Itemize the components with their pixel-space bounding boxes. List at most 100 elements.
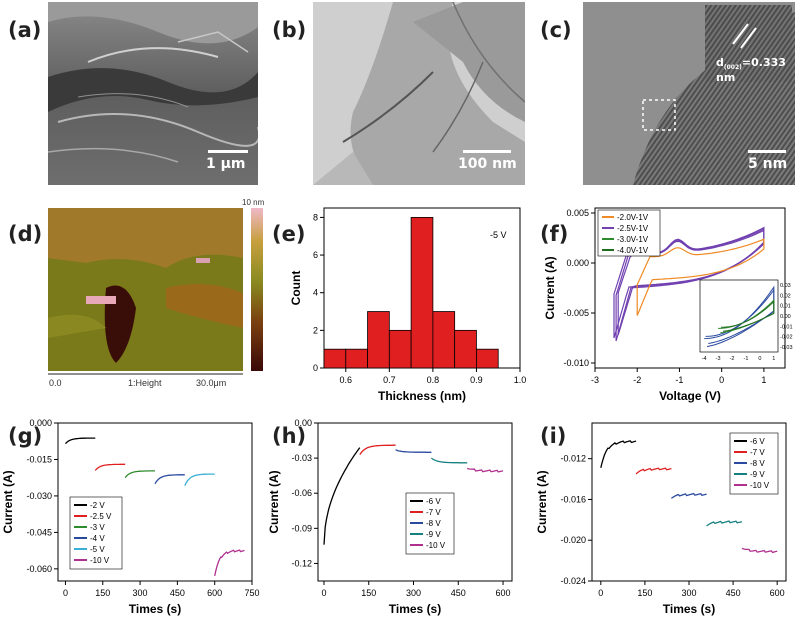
y-tick-label: -0.09 [291,523,312,533]
legend-label: -4 V [90,534,105,543]
y-tick-label: -0.016 [560,494,586,504]
inset-y-tick-label: -0.01 [780,324,793,330]
series-line-9v [431,457,468,464]
afm-image [48,208,263,375]
x-tick-label: 300 [406,588,421,598]
panel-label-h: (h) [272,424,307,448]
histogram-bar [323,348,347,369]
afm-axis-mid: 1:Height [128,378,162,388]
histogram-bar [410,217,434,369]
scale-bar-label-c: 5 nm [748,156,788,172]
histogram-bar [432,311,456,369]
scale-bar-line-a [208,150,248,153]
inset-x-tick-label: -1 [744,356,749,362]
y-tick-label: -0.030 [26,491,52,501]
y-axis-label: Current (A) [268,470,281,533]
plot-frame [57,422,253,582]
legend-label: -2.5V-1V [617,224,649,233]
afm-panel: 10 nm 0.0 1:Height 30.0μm [46,198,268,398]
y-tick-label: 0.000 [29,418,52,428]
series-line-8v [670,492,707,499]
afm-axis-right: 30.0μm [196,378,227,388]
y-tick-label: 0 [313,363,318,373]
series-line-8v [395,449,432,453]
inset-y-tick-label: 0.00 [780,314,791,320]
cv-curve-2.0v [636,238,765,316]
legend-label: -3.0V-1V [617,235,649,244]
histogram-bar [476,348,499,369]
legend-label: -10 V [426,541,446,550]
x-tick-label: 0 [321,588,326,598]
x-tick-label: 0.8 [427,375,440,385]
series-line-7v [635,467,672,475]
panel-label-i: (i) [540,424,567,448]
y-axis-label: Current (A) [536,470,549,533]
scale-bar-line-b [463,150,511,153]
y-tick-label: -0.03 [291,453,312,463]
x-tick-label: 0.7 [383,375,396,385]
afm-colorbar [251,208,263,371]
y-axis-label: Current (A) [543,256,557,319]
inset-y-tick-label: 0.02 [780,293,791,299]
series-line-10v [741,547,778,554]
panel-label-e: (e) [272,222,306,246]
y-tick-label: -0.024 [560,576,586,586]
series-line-9v [706,520,743,527]
y-tick-label: -0.012 [560,454,586,464]
x-axis-label: Thickness (nm) [378,389,466,403]
x-tick-label: 0 [63,588,68,598]
legend-label: -4.0V-1V [617,246,649,255]
chart-current-time-h: 0 150 300 450 600 0.00 -0.03 -0.06 -0.09 -0.12 Tim… [268,418,513,616]
y-tick-label: -0.06 [291,488,312,498]
panel-label-a: (a) [8,18,42,42]
tem-image: 100 nm [313,2,525,185]
inset-y-tick-label: -0.03 [780,345,793,351]
inset-y-tick-label: -0.02 [780,335,793,341]
inset-frame [699,279,779,353]
legend-label: -2 V [90,501,105,510]
inset-x-tick-label: 1 [772,356,775,362]
legend-label: -8 V [426,519,441,528]
legend-label: -7 V [750,448,765,457]
x-tick-label: -3 [591,375,599,385]
plot-frame [317,422,513,582]
hrtem-image: d(002)=0.333 nm 5 nm [583,2,795,185]
sem-image: 1 μm [48,2,258,185]
inset-x-tick-label: -2 [730,356,735,362]
inset-y-tick-label: 0.01 [780,304,791,310]
inset-x-tick-label: -4 [702,356,707,362]
x-tick-label: 150 [361,588,376,598]
legend-label: -5 V [90,545,105,554]
sem-texture [48,2,258,185]
series-line-6v [600,440,637,468]
x-tick-label: 600 [496,588,511,598]
inset-y-tick-label: 0.03 [780,283,791,289]
y-tick-label: 8 [313,212,318,222]
x-tick-label: 0.9 [470,375,483,385]
annotation-bias: -5 V [490,230,507,240]
chart-thickness-histogram: 0.6 0.7 0.8 0.9 1.0 0 2 4 6 8 Thickness (nm) Count -… [289,207,526,403]
series-line-7v [359,444,396,455]
x-tick-label: 450 [451,588,466,598]
y-tick-label: -0.005 [563,308,589,318]
legend-label: -2.0V-1V [617,213,649,222]
scale-bar-line-c [748,150,786,153]
x-tick-label: -1 [675,375,683,385]
y-tick-label: -0.12 [291,558,312,568]
x-axis-label: Times (s) [129,602,181,616]
lattice-spacing-label: d(002)=0.333 nm [716,56,786,85]
y-tick-label: 6 [313,250,318,260]
y-axis-label: Current (A) [1,470,15,533]
y-tick-label: -0.060 [26,564,52,574]
y-tick-label: -0.015 [26,454,52,464]
inset-x-tick-label: 0 [758,356,761,362]
plot-frame [594,207,786,369]
y-tick-label: 2 [313,325,318,335]
panel-label-b: (b) [272,18,307,42]
legend-label: -6 V [426,497,441,506]
y-tick-label: -0.020 [560,535,586,545]
series-line-3v [124,470,155,479]
scale-bar-label-b: 100 nm [458,156,517,172]
series-line-4v [154,474,185,485]
tem-texture [313,2,525,185]
